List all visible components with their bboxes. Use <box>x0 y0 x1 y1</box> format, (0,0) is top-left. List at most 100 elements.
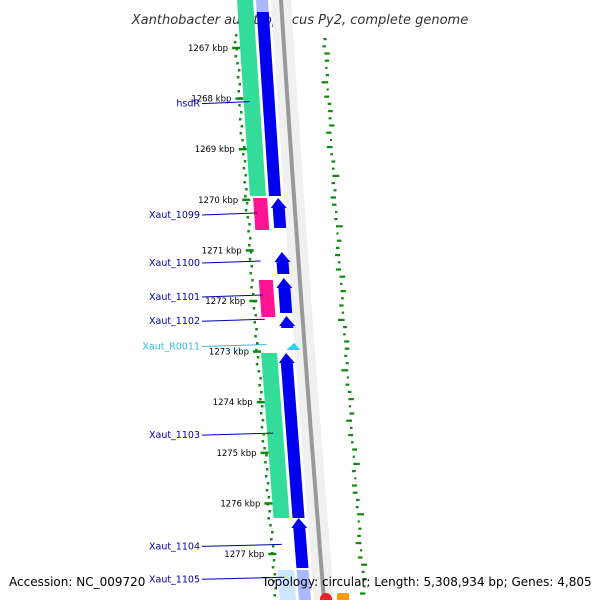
gc-skew-dot <box>334 218 338 221</box>
cds-block-1 <box>256 12 281 196</box>
gc-dot <box>257 370 261 373</box>
gc-skew-dot <box>326 131 332 134</box>
gc-skew-dot <box>331 160 336 163</box>
gc-skew-dot <box>332 203 337 206</box>
gc-dot <box>273 573 277 576</box>
gc-dot <box>255 349 258 352</box>
gc-dot <box>248 223 251 226</box>
gc-skew-dot <box>350 441 354 444</box>
gene-block-1099 <box>253 198 270 230</box>
gc-skew-dot <box>332 167 335 170</box>
tick-label: 1274 kbp <box>213 398 253 408</box>
gc-skew-dot <box>324 59 330 62</box>
gc-dot <box>235 48 239 51</box>
cds-arrow-1101 <box>276 278 293 313</box>
gc-skew-dot <box>357 556 363 559</box>
gc-skew-dot <box>334 210 338 213</box>
gc-dot <box>238 104 241 107</box>
tick-label: 1269 kbp <box>195 145 235 155</box>
gc-skew-dot <box>337 318 345 321</box>
gc-dot <box>260 405 264 408</box>
gc-skew-dot <box>339 304 344 307</box>
gc-dot <box>267 517 270 520</box>
gc-dot <box>254 335 257 338</box>
gc-dot <box>266 482 270 485</box>
gene-leader-line <box>201 432 274 436</box>
gc-skew-dot <box>348 434 354 437</box>
gc-dot <box>255 363 259 366</box>
gc-dot <box>239 132 243 135</box>
gc-dot <box>252 307 256 310</box>
gc-dot <box>262 433 266 436</box>
gc-skew-dot <box>323 38 327 41</box>
gc-skew-dot <box>339 275 346 278</box>
gc-dot <box>271 531 274 534</box>
gene-block-1103 <box>261 353 290 518</box>
gc-dot <box>264 461 267 464</box>
gc-skew-dot <box>324 52 330 55</box>
gc-skew-dot <box>361 563 368 566</box>
gc-dot <box>273 594 277 597</box>
gc-dot <box>248 244 251 247</box>
bottom-markers <box>320 593 349 600</box>
gc-dot <box>274 587 277 590</box>
marker-orange <box>337 593 349 600</box>
gc-skew-dot <box>340 290 346 293</box>
gc-dot <box>242 167 246 170</box>
gc-skew-dot <box>329 124 335 127</box>
cds-highlight-bottom <box>296 570 312 600</box>
gc-dot <box>244 174 247 177</box>
cds-arrow-1103 <box>278 353 305 518</box>
gc-dot <box>240 125 244 128</box>
gc-skew-dot <box>343 326 347 329</box>
cds-highlight-top <box>256 0 269 12</box>
gc-skew-dot <box>349 426 353 429</box>
gc-skew-dot <box>344 354 348 357</box>
gc-skew-dot <box>321 81 329 84</box>
gene-label: Xaut_1104 <box>149 541 200 552</box>
gc-skew-dot <box>347 390 352 393</box>
gc-skew-dot <box>340 282 343 285</box>
gc-dot <box>261 440 265 443</box>
feature-tracks <box>237 0 335 600</box>
gc-dot <box>270 552 274 555</box>
rna-xaut-r0011 <box>286 343 301 350</box>
gc-skew-dot <box>341 297 344 300</box>
gc-dot <box>251 279 254 282</box>
cds-arrow-1100 <box>274 252 291 274</box>
gc-dot <box>239 111 243 114</box>
gc-skew-dot <box>344 347 350 350</box>
gc-dot <box>254 314 258 317</box>
gc-dot <box>265 454 268 457</box>
cds-arrow-1099 <box>270 198 287 228</box>
gc-skew-dot <box>352 455 356 458</box>
gene-label: Xaut_1101 <box>149 292 200 303</box>
gc-skew-dot <box>336 239 342 242</box>
gene-label: Xaut_1099 <box>149 210 200 221</box>
topology-text: Topology: circular; Length: 5,308,934 bp… <box>261 575 592 589</box>
gc-dot <box>256 356 260 359</box>
gc-dot <box>234 55 238 58</box>
gc-skew-dot <box>333 189 337 192</box>
gc-skew-dot <box>362 578 367 581</box>
gc-dot <box>234 34 238 37</box>
gc-skew-dot <box>355 542 362 545</box>
gc-skew-dot <box>331 182 335 185</box>
gc-skew-dot <box>337 261 341 264</box>
gc-skew-dot <box>358 527 362 530</box>
gc-dot <box>244 209 248 212</box>
gc-dot <box>249 272 253 275</box>
gc-skew-dot <box>325 66 328 69</box>
gc-dot <box>261 419 265 422</box>
gene-label: hsdR <box>176 99 200 110</box>
gene-block-1 <box>237 0 266 196</box>
gc-dot <box>271 566 275 569</box>
gene-label: Xaut_1105 <box>149 574 200 585</box>
gene-leader-line <box>201 101 250 105</box>
gc-skew-dot <box>357 513 365 516</box>
gc-skew-dot <box>330 196 336 199</box>
gc-skew-dot <box>336 232 339 235</box>
backbone <box>278 0 327 600</box>
cds-arrow-1104 <box>291 518 309 568</box>
gc-skew-dot <box>360 592 366 595</box>
